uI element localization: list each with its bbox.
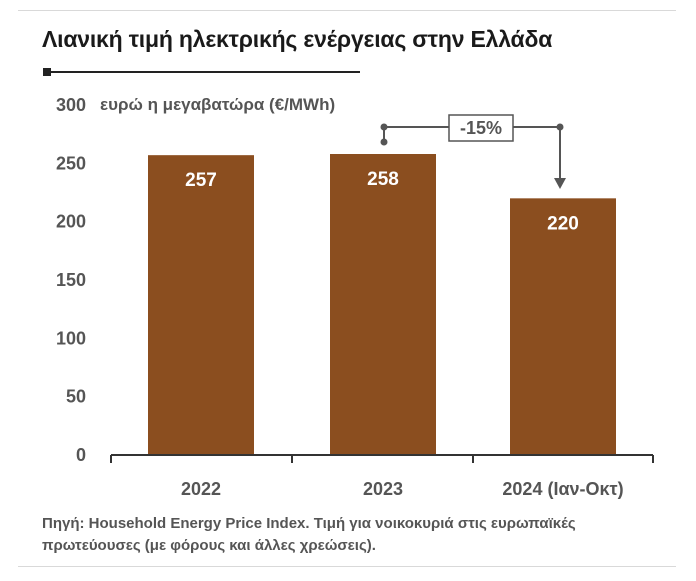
annotation-label: -15% bbox=[460, 118, 502, 138]
y-axis-unit-label: ευρώ η μεγαβατώρα (€/MWh) bbox=[100, 95, 336, 114]
chart-frame bbox=[18, 10, 676, 567]
title-underline bbox=[44, 71, 360, 73]
bar bbox=[330, 154, 436, 455]
x-tick-label: 2024 (Ιαν-Οκτ) bbox=[502, 479, 623, 499]
bar-value-label: 258 bbox=[367, 169, 399, 190]
y-tick-label: 0 bbox=[76, 445, 86, 465]
bar-value-label: 220 bbox=[547, 213, 579, 234]
x-tick-label: 2023 bbox=[363, 479, 403, 499]
y-tick-label: 200 bbox=[56, 212, 86, 232]
annotation-corner-dot bbox=[380, 123, 388, 131]
y-tick-label: 300 bbox=[56, 95, 86, 115]
annotation-corner-dot bbox=[556, 123, 564, 131]
y-tick-label: 250 bbox=[56, 153, 86, 173]
source-note: Πηγή: Household Energy Price Index. Τιμή… bbox=[42, 515, 576, 554]
y-tick-label: 50 bbox=[66, 387, 86, 407]
bar-value-label: 257 bbox=[185, 170, 217, 191]
bar bbox=[510, 198, 616, 456]
y-tick-label: 100 bbox=[56, 328, 86, 348]
annotation-box bbox=[448, 114, 514, 142]
x-tick-label: 2022 bbox=[181, 479, 221, 499]
annotation-arrowhead bbox=[554, 178, 566, 189]
y-tick-label: 150 bbox=[56, 270, 86, 290]
chart-title: Λιανική τιμή ηλεκτρικής ενέργειας στην Ε… bbox=[42, 26, 553, 52]
annotation-start-dot bbox=[380, 138, 388, 146]
bar bbox=[148, 155, 254, 455]
